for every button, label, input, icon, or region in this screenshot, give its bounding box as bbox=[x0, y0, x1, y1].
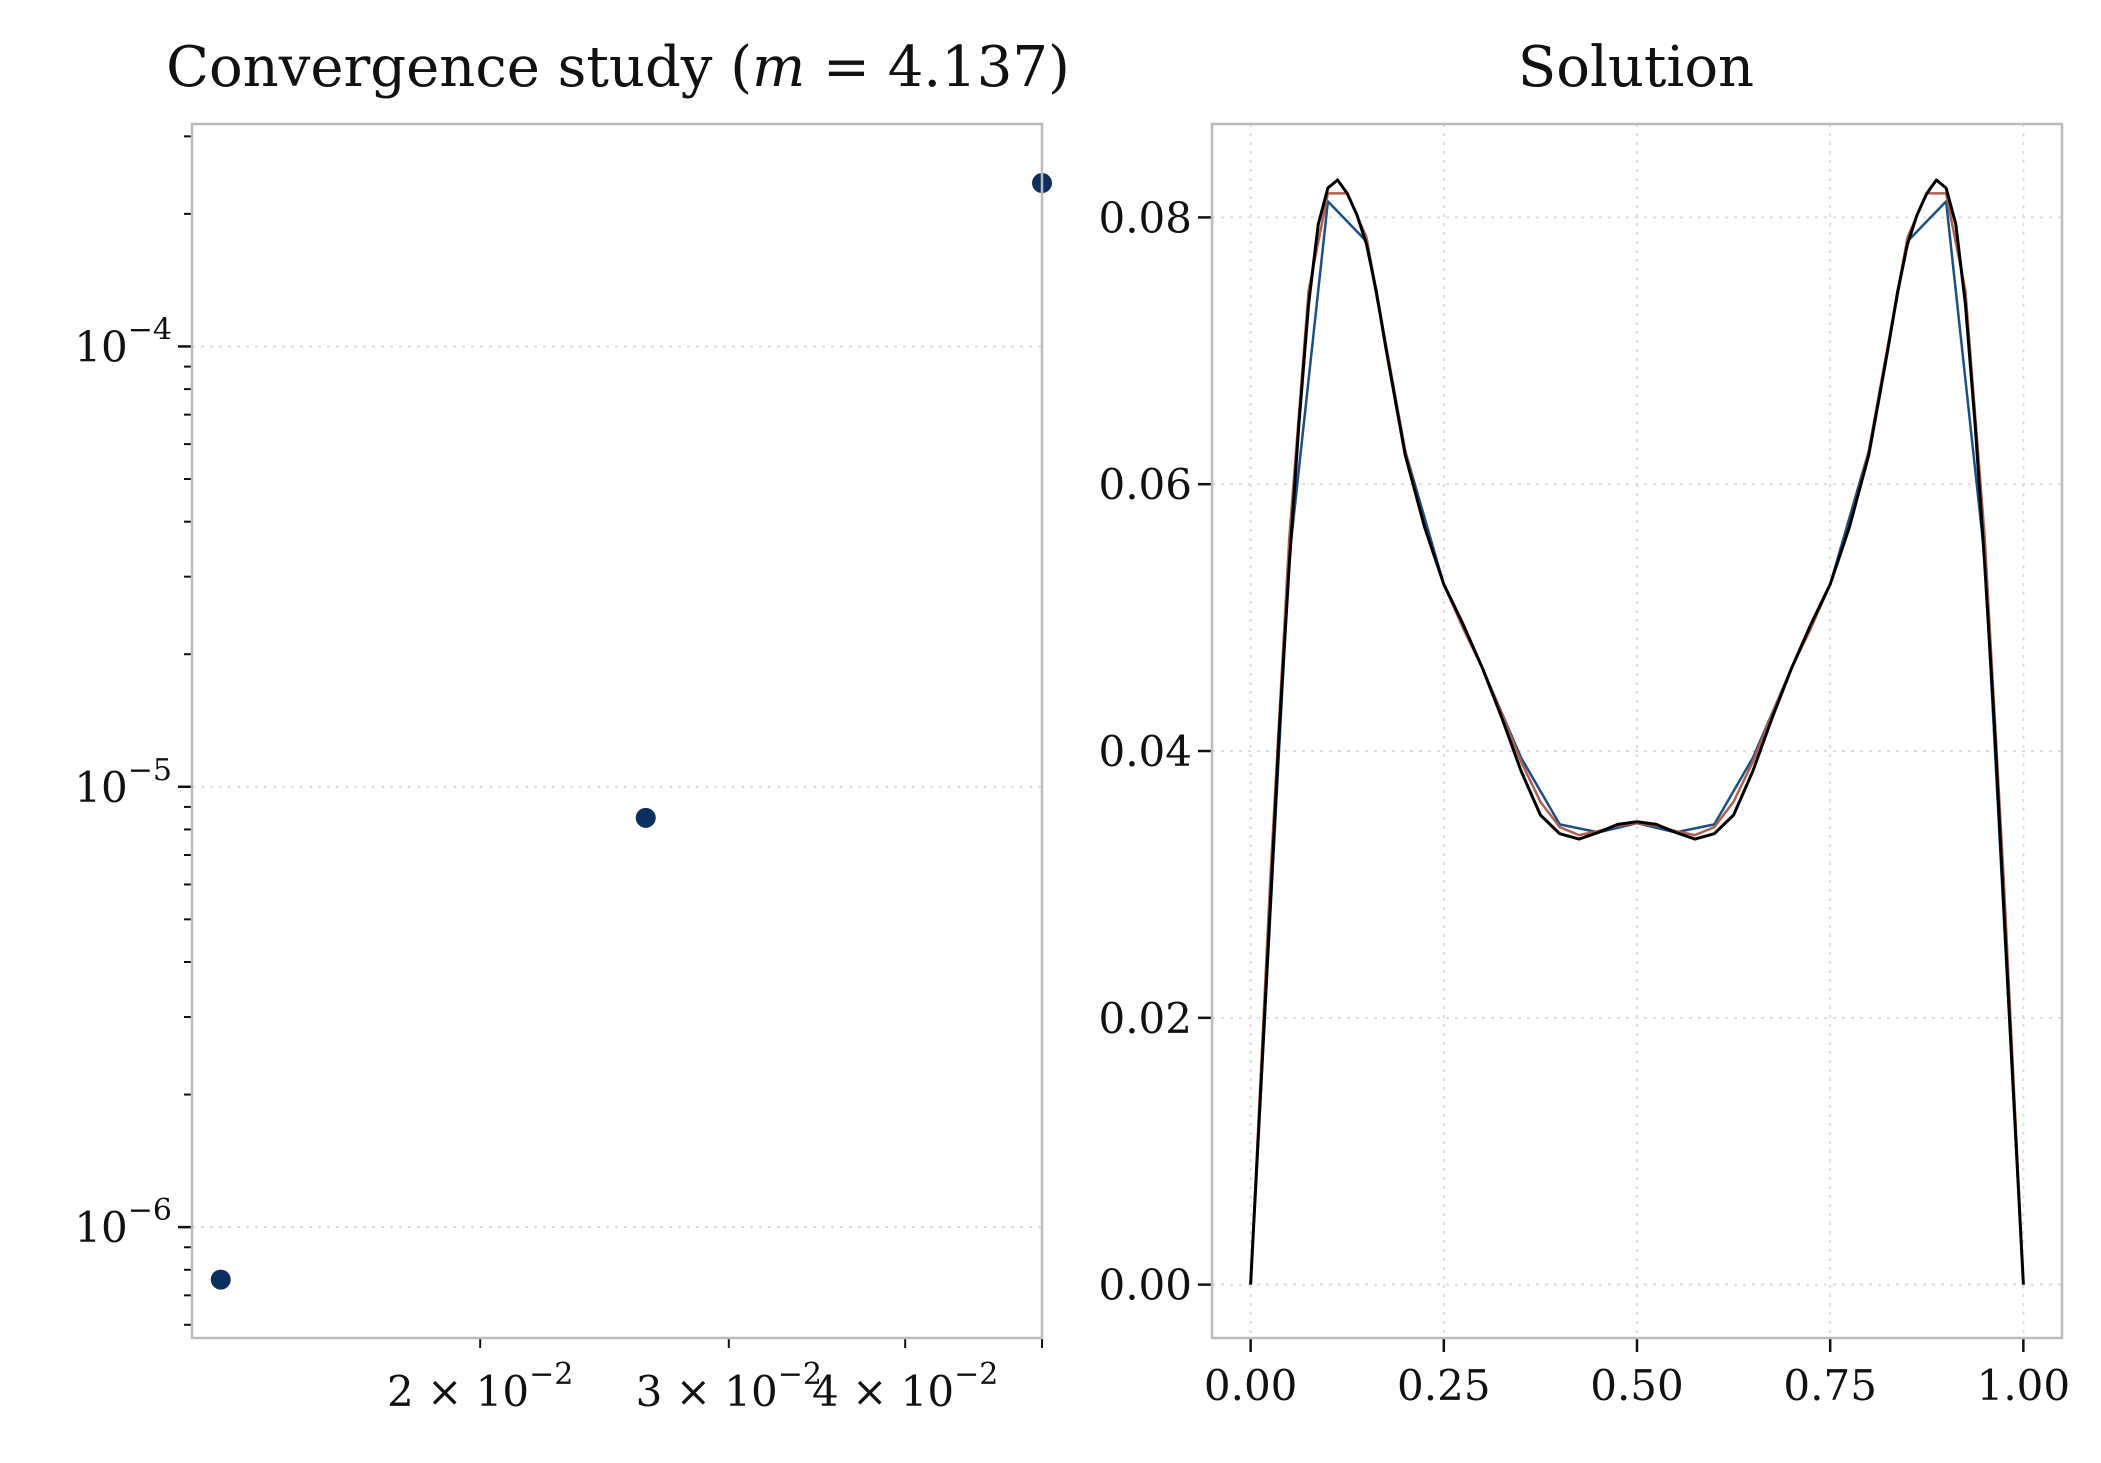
scatter-point bbox=[635, 807, 656, 828]
x-tick-label: 0.25 bbox=[1397, 1361, 1491, 1410]
y-tick-label: 10−4 bbox=[74, 312, 172, 371]
x-tick-label: 0.00 bbox=[1204, 1361, 1298, 1410]
x-tick-label: 1.00 bbox=[1977, 1361, 2071, 1410]
y-tick-label: 10−5 bbox=[74, 753, 172, 812]
solution-plot-frame bbox=[1210, 122, 2064, 1340]
solution-line-fine bbox=[1249, 178, 2025, 1285]
y-tick-label: 0.06 bbox=[1098, 460, 1192, 509]
y-tick-label: 0.04 bbox=[1098, 727, 1192, 776]
y-tick-label: 0.02 bbox=[1098, 994, 1192, 1043]
x-tick-label: 2 × 10−2 bbox=[387, 1357, 573, 1416]
x-tick-label: 4 × 10−2 bbox=[812, 1357, 998, 1416]
solution-panel: Solution 0.00 0.25 0.50 0.75 1.00 0.00 0.02 0.0… bbox=[1098, 35, 2070, 1410]
x-tick-label: 3 × 10−2 bbox=[636, 1357, 822, 1416]
convergence-plot-frame bbox=[190, 122, 1044, 1340]
convergence-title: Convergence study (m = 4.137) bbox=[166, 35, 1070, 100]
scatter-point bbox=[210, 1269, 231, 1290]
y-tick-label: 10−6 bbox=[74, 1193, 172, 1252]
x-tick-label: 0.75 bbox=[1783, 1361, 1877, 1410]
y-tick-label: 0.08 bbox=[1098, 193, 1192, 242]
y-tick-label: 0.00 bbox=[1098, 1261, 1192, 1310]
x-tick-label: 0.50 bbox=[1590, 1361, 1684, 1410]
solution-title: Solution bbox=[1518, 35, 1754, 100]
convergence-panel: Convergence study (m = 4.137) 10−6 10−5 10… bbox=[74, 35, 1070, 1416]
